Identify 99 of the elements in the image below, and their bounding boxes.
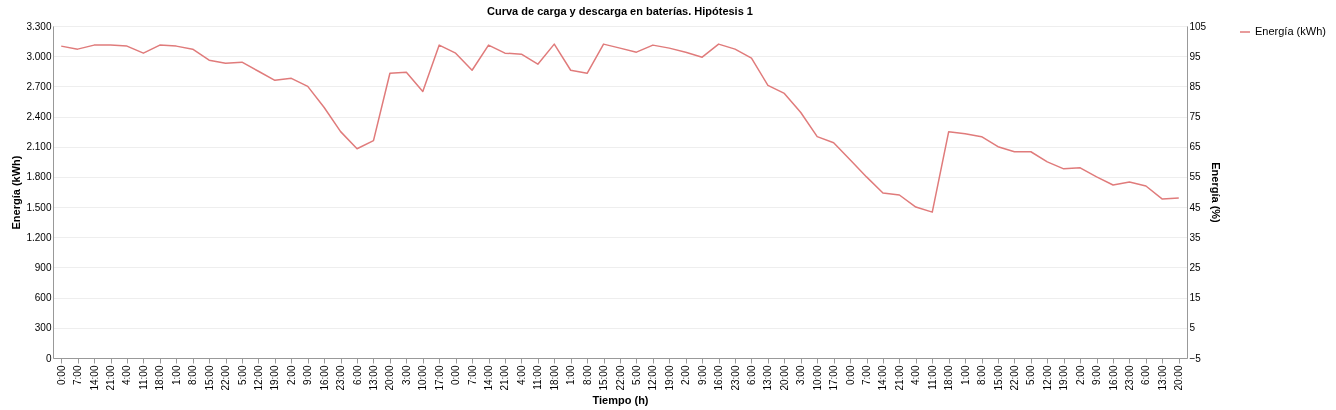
y-tick-label: 2.400 [26, 111, 52, 123]
x-tick-label: 14:00 [877, 365, 889, 391]
y2-tick-label: 55 [1189, 171, 1202, 183]
x-tick-label: 5:00 [236, 365, 248, 385]
y2-tick-label: 65 [1189, 141, 1202, 153]
y2-tick-label: 95 [1189, 50, 1202, 62]
x-tick-label: 16:00 [713, 365, 725, 391]
x-tick-label: 21:00 [499, 365, 511, 391]
x-tick-label: 5:00 [630, 365, 642, 385]
x-axis-title: Tiempo (h) [592, 393, 649, 406]
x-tick-label: 17:00 [828, 365, 840, 391]
x-tick-label: 18:00 [154, 365, 166, 391]
x-tick-label: 17:00 [433, 365, 445, 391]
x-tick-label: 19:00 [1058, 365, 1070, 391]
x-tick-label: 20:00 [384, 365, 396, 391]
x-tick-label: 19:00 [663, 365, 675, 391]
x-tick-label: 12:00 [252, 365, 264, 391]
x-tick-label: 3:00 [400, 365, 412, 385]
x-tick-label: 1:00 [170, 365, 182, 385]
y-tick-label: 3.000 [26, 50, 52, 62]
line-series [60, 43, 1180, 213]
x-tick-label: 13:00 [1156, 365, 1168, 391]
x-tick-label: 21:00 [105, 365, 117, 391]
chart-title: Curva de carga y descarga en baterías. Hipótesis 1 [487, 5, 753, 17]
x-tick-label: 3:00 [795, 365, 807, 385]
x-tick-label: 4:00 [121, 365, 133, 385]
x-tick-label: 10:00 [417, 365, 429, 391]
x-tick-label: 22:00 [1008, 365, 1020, 391]
x-tick-label: 23:00 [729, 365, 741, 391]
y-tick-label: 2.100 [26, 141, 52, 153]
y2-tick-label: −5 [1189, 352, 1202, 364]
x-tick-label: 22:00 [220, 365, 232, 391]
y-tick-label: 3.300 [26, 20, 52, 32]
x-tick-label: 0:00 [844, 365, 856, 385]
x-tick-label: 4:00 [910, 365, 922, 385]
y-axis-title: Energía (kWh) [10, 155, 23, 230]
x-tick-label: 0:00 [450, 365, 462, 385]
x-tick-label: 1:00 [565, 365, 577, 385]
x-tick-label: 15:00 [992, 365, 1004, 391]
y-tick-label: 1.200 [26, 231, 52, 243]
x-tick-label: 7:00 [72, 365, 84, 385]
x-tick-label: 2:00 [680, 365, 692, 385]
y-tick-label: 0 [45, 352, 52, 364]
x-tick-label: 13:00 [367, 365, 379, 391]
x-tick-label: 15:00 [598, 365, 610, 391]
y-tick-label: 2.700 [26, 80, 52, 92]
y-tick-label: 1.500 [26, 201, 52, 213]
x-tick-label: 22:00 [614, 365, 626, 391]
x-tick-label: 9:00 [302, 365, 314, 385]
legend-label: Energía (kWh) [1255, 25, 1326, 37]
x-tick-label: 12:00 [1041, 365, 1053, 391]
x-tick-label: 2:00 [1074, 365, 1086, 385]
y-tick-label: 1.800 [26, 171, 52, 183]
x-tick-label: 6:00 [745, 365, 757, 385]
x-tick-label: 14:00 [483, 365, 495, 391]
x-tick-label: 10:00 [811, 365, 823, 391]
y2-tick-label: 35 [1189, 231, 1202, 243]
x-tick-label: 15:00 [203, 365, 215, 391]
y2-tick-label: 85 [1189, 80, 1202, 92]
x-tick-label: 7:00 [466, 365, 478, 385]
x-tick-label: 13:00 [762, 365, 774, 391]
y2-tick-label: 15 [1189, 292, 1202, 304]
x-tick-label: 23:00 [335, 365, 347, 391]
y-tick-label: 900 [34, 261, 52, 273]
y2-tick-label: 45 [1189, 201, 1202, 213]
x-tick-label: 1:00 [959, 365, 971, 385]
x-tick-label: 11:00 [532, 365, 544, 390]
x-tick-label: 6:00 [351, 365, 363, 385]
y2-tick-label: 75 [1189, 111, 1202, 123]
x-tick-label: 9:00 [696, 365, 708, 385]
x-tick-label: 14:00 [88, 365, 100, 391]
x-tick-label: 7:00 [861, 365, 873, 385]
x-tick-label: 18:00 [548, 365, 560, 391]
x-tick-label: 0:00 [55, 365, 67, 385]
y-tick-label: 600 [34, 292, 52, 304]
x-tick-label: 4:00 [515, 365, 527, 385]
x-tick-label: 2:00 [285, 365, 297, 385]
x-tick-label: 21:00 [893, 365, 905, 391]
x-tick-label: 8:00 [976, 365, 988, 385]
x-tick-label: 19:00 [269, 365, 281, 391]
x-tick-label: 11:00 [926, 365, 938, 390]
y2-tick-label: 25 [1189, 261, 1202, 273]
x-tick-label: 18:00 [943, 365, 955, 391]
x-tick-label: 11:00 [137, 365, 149, 390]
y2-tick-label: 5 [1189, 322, 1196, 334]
x-tick-label: 20:00 [1173, 365, 1185, 391]
x-tick-label: 23:00 [1123, 365, 1135, 391]
x-tick-label: 12:00 [647, 365, 659, 391]
x-tick-label: 16:00 [1107, 365, 1119, 391]
x-tick-label: 9:00 [1091, 365, 1103, 385]
x-tick-label: 6:00 [1140, 365, 1152, 385]
x-tick-label: 20:00 [778, 365, 790, 391]
y-tick-label: 300 [34, 322, 52, 334]
y2-axis-title: Energía (%) [1210, 162, 1223, 224]
x-tick-label: 16:00 [318, 365, 330, 391]
x-tick-label: 8:00 [581, 365, 593, 385]
y2-tick-label: 105 [1189, 20, 1207, 32]
x-tick-label: 8:00 [187, 365, 199, 385]
x-tick-label: 5:00 [1025, 365, 1037, 385]
